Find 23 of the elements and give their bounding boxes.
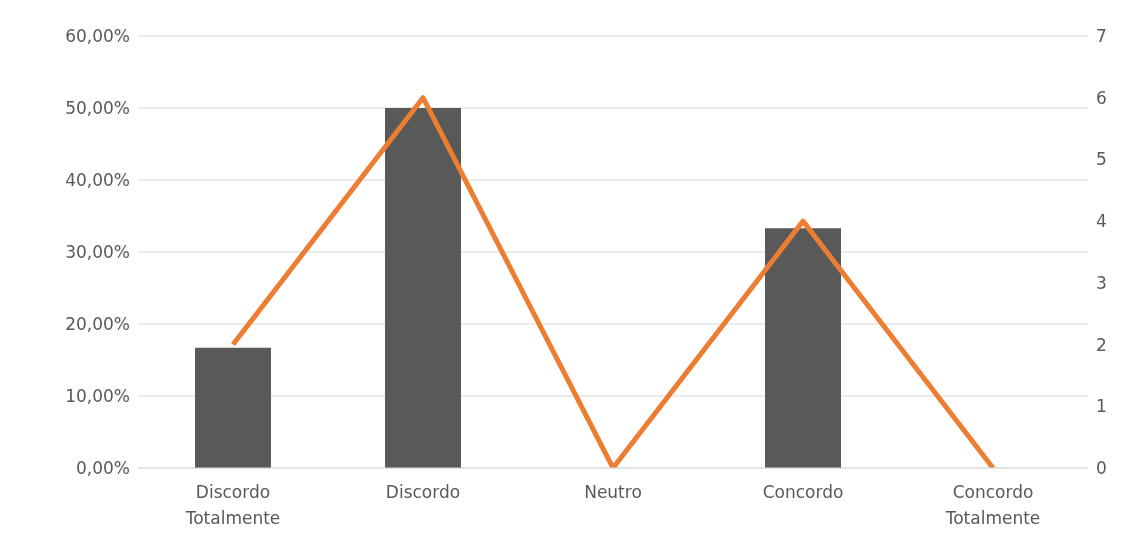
y-tick-label: 50,00% (65, 98, 130, 119)
y2-tick-label: 3 (1096, 272, 1107, 293)
y-tick-label: 60,00% (65, 26, 130, 47)
bar (765, 228, 841, 468)
x-tick-label: Neutro (584, 482, 642, 502)
x-tick-label: Discordo Totalmente (184, 482, 281, 528)
bar (195, 347, 271, 468)
x-tick-label: Concordo Totalmente (944, 482, 1041, 528)
y-tick-label: 0,00% (75, 458, 130, 479)
x-tick-label: Discordo (385, 482, 461, 502)
y-tick-label: 30,00% (65, 242, 130, 263)
x-tick-label: Concordo (762, 482, 844, 502)
y-tick-label: 40,00% (65, 170, 130, 191)
y2-tick-label: 6 (1096, 87, 1107, 108)
y2-tick-label: 0 (1096, 458, 1107, 479)
y-tick-label: 20,00% (65, 314, 130, 335)
y-tick-label: 10,00% (65, 386, 130, 407)
bar (385, 108, 461, 468)
y2-tick-label: 4 (1096, 211, 1107, 232)
y2-tick-label: 7 (1096, 26, 1107, 47)
y2-tick-label: 1 (1096, 396, 1107, 417)
y2-tick-label: 5 (1096, 149, 1107, 170)
y2-tick-label: 2 (1096, 334, 1107, 355)
